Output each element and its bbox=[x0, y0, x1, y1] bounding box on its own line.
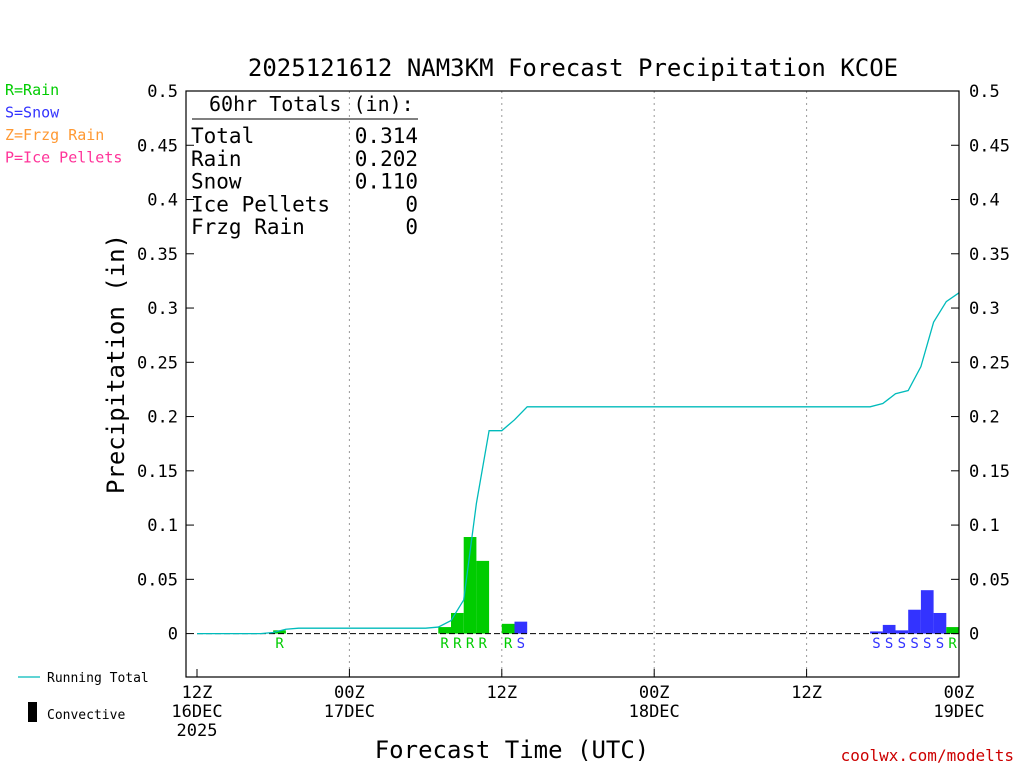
precip-type-code: R bbox=[504, 636, 513, 652]
x-tick-label: 17DEC bbox=[324, 702, 375, 722]
totals-header: 60hr Totals (in): bbox=[209, 92, 414, 116]
y-tick-label-left: 0.2 bbox=[147, 408, 178, 428]
totals-label: Total bbox=[191, 124, 254, 148]
x-tick-label: 12Z bbox=[182, 683, 213, 703]
precip-bar bbox=[933, 612, 947, 634]
totals-value: 0 bbox=[405, 215, 418, 239]
precip-bar bbox=[501, 623, 515, 634]
precip-type-code: S bbox=[517, 636, 525, 652]
precip-type-code: S bbox=[872, 636, 880, 652]
precip-bar bbox=[273, 630, 286, 634]
totals-value: 0.202 bbox=[355, 147, 418, 171]
x-axis-label: Forecast Time (UTC) bbox=[375, 736, 650, 764]
totals-label: Ice Pellets bbox=[191, 192, 330, 216]
precip-type-code: R bbox=[466, 636, 475, 652]
precip-bar bbox=[438, 627, 451, 634]
precip-type-code: R bbox=[453, 636, 462, 652]
precip-bars bbox=[273, 537, 959, 634]
y-tick-label-right: 0.45 bbox=[969, 136, 1010, 156]
precip-type-code: R bbox=[275, 636, 284, 652]
convective-legend-swatch bbox=[28, 702, 37, 722]
precip-bar bbox=[476, 560, 490, 634]
bottom-legend: Running Total Convective bbox=[18, 671, 149, 723]
y-tick-label-left: 0.4 bbox=[147, 191, 178, 211]
running-total-line bbox=[197, 292, 960, 635]
y-tick-label-left: 0.5 bbox=[147, 82, 178, 102]
y-axis-label: Precipitation (in) bbox=[102, 234, 130, 494]
totals-label: Frzg Rain bbox=[191, 215, 305, 239]
chart-title: 2025121612 NAM3KM Forecast Precipitation… bbox=[248, 54, 898, 82]
y-axis-left: 0 0.05 0.1 0.15 0.2 0.25 0.3 0.35 0.4 0.45 0.5 bbox=[137, 82, 194, 645]
precip-bar bbox=[870, 631, 883, 634]
totals-value: 0.314 bbox=[355, 124, 418, 148]
x-tick-label: 18DEC bbox=[629, 702, 680, 722]
precip-bar bbox=[895, 630, 909, 634]
running-total-legend-label: Running Total bbox=[47, 671, 149, 686]
precip-type-code: R bbox=[479, 636, 488, 652]
y-tick-label-right: 0.35 bbox=[969, 245, 1010, 265]
x-tick-label: 2025 bbox=[177, 721, 218, 741]
legend-entry-p: P=Ice Pellets bbox=[5, 149, 122, 167]
x-tick-label: 16DEC bbox=[171, 702, 222, 722]
x-tick-label: 12Z bbox=[486, 683, 517, 703]
totals-rows: Total 0.314 Rain 0.202 Snow 0.110 Ice Pellets 0… bbox=[191, 124, 418, 239]
y-tick-label-right: 0.4 bbox=[969, 191, 1000, 211]
precip-type-legend: R=Rain S=Snow Z=Frzg Rain P=Ice Pellets bbox=[5, 81, 122, 167]
y-tick-label-left: 0.25 bbox=[137, 353, 178, 373]
x-tick-label: 00Z bbox=[639, 683, 670, 703]
totals-label: Snow bbox=[191, 170, 242, 194]
precip-type-code: S bbox=[923, 636, 931, 652]
totals-value: 0.110 bbox=[355, 170, 418, 194]
precip-bar bbox=[514, 621, 528, 634]
y-tick-label-left: 0.15 bbox=[137, 462, 178, 482]
convective-legend-label: Convective bbox=[47, 708, 125, 723]
y-tick-label-right: 0 bbox=[969, 625, 979, 645]
precip-type-code: R bbox=[440, 636, 449, 652]
y-tick-label-left: 0.35 bbox=[137, 245, 178, 265]
y-tick-label-right: 0.25 bbox=[969, 353, 1010, 373]
plot-frame bbox=[185, 90, 960, 678]
precip-bar bbox=[882, 624, 896, 634]
x-tick-label: 12Z bbox=[791, 683, 822, 703]
y-tick-label-right: 0.5 bbox=[969, 82, 1000, 102]
y-tick-label-right: 0.3 bbox=[969, 299, 1000, 319]
y-tick-label-left: 0.1 bbox=[147, 516, 178, 536]
totals-value: 0 bbox=[405, 192, 418, 216]
y-tick-label-left: 0 bbox=[168, 625, 178, 645]
precip-bar bbox=[463, 537, 477, 634]
y-tick-label-left: 0.3 bbox=[147, 299, 178, 319]
y-tick-label-left: 0.45 bbox=[137, 136, 178, 156]
precip-bar bbox=[920, 590, 934, 634]
precip-type-code: R bbox=[948, 636, 957, 652]
grid-lines bbox=[348, 91, 808, 677]
legend-entry-s: S=Snow bbox=[5, 104, 60, 122]
totals-label: Rain bbox=[191, 147, 242, 171]
precip-bar bbox=[451, 612, 464, 634]
x-tick-label: 00Z bbox=[944, 683, 975, 703]
precip-bar bbox=[946, 627, 959, 634]
precip-type-code: S bbox=[910, 636, 918, 652]
credit-text: coolwx.com/modelts bbox=[841, 746, 1014, 765]
y-tick-label-right: 0.2 bbox=[969, 408, 1000, 428]
x-tick-label: 00Z bbox=[334, 683, 365, 703]
precip-type-code: S bbox=[936, 636, 944, 652]
precip-bar bbox=[908, 609, 921, 634]
totals-box: 60hr Totals (in): Total 0.314 Rain 0.202 Sno… bbox=[191, 92, 418, 239]
y-tick-label-right: 0.1 bbox=[969, 516, 1000, 536]
legend-entry-r: R=Rain bbox=[5, 81, 59, 99]
legend-entry-z: Z=Frzg Rain bbox=[5, 126, 104, 144]
y-axis-right: 0 0.05 0.1 0.15 0.2 0.25 0.3 0.35 0.4 0.45 0.5 bbox=[951, 82, 1010, 645]
y-tick-label-right: 0.15 bbox=[969, 462, 1010, 482]
x-tick-label: 19DEC bbox=[933, 702, 984, 722]
precip-type-code: S bbox=[885, 636, 893, 652]
y-tick-label-right: 0.05 bbox=[969, 570, 1010, 590]
precip-type-code: S bbox=[898, 636, 906, 652]
y-tick-label-left: 0.05 bbox=[137, 570, 178, 590]
